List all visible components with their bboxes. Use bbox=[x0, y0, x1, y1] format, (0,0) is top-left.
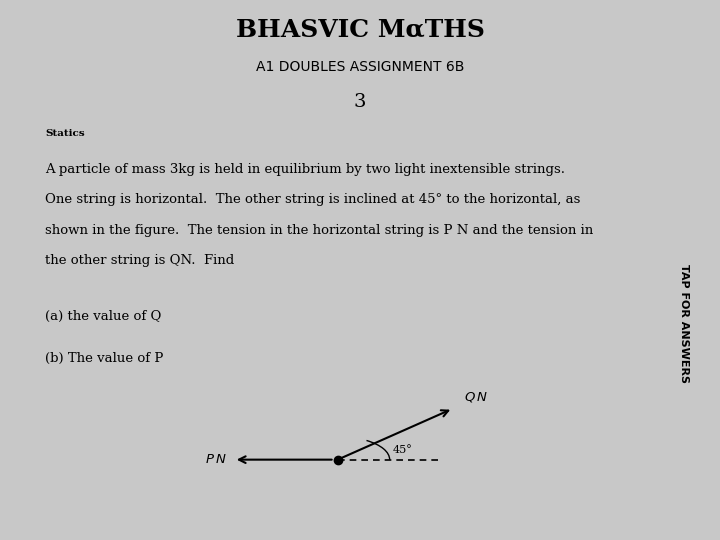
Text: $P\,\mathit{N}$: $P\,\mathit{N}$ bbox=[204, 453, 226, 466]
Text: BHASVIC MαTHS: BHASVIC MαTHS bbox=[235, 18, 485, 42]
Text: shown in the figure.  The tension in the horizontal string is P N and the tensio: shown in the figure. The tension in the … bbox=[45, 224, 593, 237]
Text: TAP FOR ANSWERS: TAP FOR ANSWERS bbox=[679, 264, 689, 383]
Text: 45°: 45° bbox=[393, 444, 413, 455]
Text: 3: 3 bbox=[354, 92, 366, 111]
Text: (b) The value of P: (b) The value of P bbox=[45, 352, 163, 365]
Text: (a) the value of Q: (a) the value of Q bbox=[45, 309, 161, 322]
Text: $Q\,\mathit{N}$: $Q\,\mathit{N}$ bbox=[464, 390, 488, 404]
Text: Statics: Statics bbox=[45, 129, 85, 138]
Text: One string is horizontal.  The other string is inclined at 45° to the horizontal: One string is horizontal. The other stri… bbox=[45, 193, 580, 206]
Text: A particle of mass 3kg is held in equilibrium by two light inextensible strings.: A particle of mass 3kg is held in equili… bbox=[45, 163, 565, 176]
Text: A1 DOUBLES ASSIGNMENT 6B: A1 DOUBLES ASSIGNMENT 6B bbox=[256, 59, 464, 73]
Text: the other string is QN.  Find: the other string is QN. Find bbox=[45, 254, 234, 267]
